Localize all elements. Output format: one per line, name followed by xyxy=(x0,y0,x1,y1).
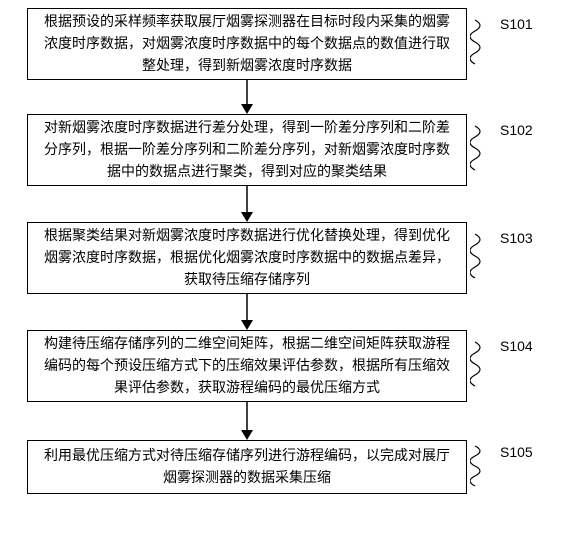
step-label-s105: S105 xyxy=(500,444,533,460)
flowchart-canvas: 根据预设的采样频率获取展厅烟雾探测器在目标时段内采集的烟雾 浓度时序数据，对烟雾… xyxy=(0,0,563,544)
brace-connector xyxy=(470,441,500,491)
arrow-s101-s102 xyxy=(237,80,257,116)
arrow-s104-s105 xyxy=(237,402,257,442)
step-box-s101: 根据预设的采样频率获取展厅烟雾探测器在目标时段内采集的烟雾 浓度时序数据，对烟雾… xyxy=(27,8,467,80)
step-label-s101: S101 xyxy=(500,16,533,32)
brace-connector xyxy=(470,121,500,175)
step-label-s102: S102 xyxy=(500,122,533,138)
step-text-s104: 构建待压缩存储序列的二维空间矩阵，根据二维空间矩阵获取游程 编码的每个预设压缩方… xyxy=(44,333,450,398)
step-box-s102: 对新烟雾浓度时序数据进行差分处理，得到一阶差分序列和二阶差 分序列，根据一阶差分… xyxy=(27,114,467,186)
step-box-s104: 构建待压缩存储序列的二维空间矩阵，根据二维空间矩阵获取游程 编码的每个预设压缩方… xyxy=(27,330,467,402)
step-text-s103: 根据聚类结果对新烟雾浓度时序数据进行优化替换处理，得到优化 烟雾浓度时序数据，根… xyxy=(44,225,450,290)
step-box-s105: 利用最优压缩方式对待压缩存储序列进行游程编码，以完成对展厅 烟雾探测器的数据采集… xyxy=(27,440,467,494)
brace-connector xyxy=(470,229,500,283)
arrow-s103-s104 xyxy=(237,294,257,332)
step-text-s105: 利用最优压缩方式对待压缩存储序列进行游程编码，以完成对展厅 烟雾探测器的数据采集… xyxy=(44,445,450,488)
step-label-s103: S103 xyxy=(500,230,533,246)
step-label-s104: S104 xyxy=(500,338,533,354)
brace-connector xyxy=(470,15,500,69)
arrow-s102-s103 xyxy=(237,186,257,224)
brace-connector xyxy=(470,337,500,391)
step-text-s102: 对新烟雾浓度时序数据进行差分处理，得到一阶差分序列和二阶差 分序列，根据一阶差分… xyxy=(44,117,450,182)
step-text-s101: 根据预设的采样频率获取展厅烟雾探测器在目标时段内采集的烟雾 浓度时序数据，对烟雾… xyxy=(44,11,450,76)
step-box-s103: 根据聚类结果对新烟雾浓度时序数据进行优化替换处理，得到优化 烟雾浓度时序数据，根… xyxy=(27,222,467,294)
